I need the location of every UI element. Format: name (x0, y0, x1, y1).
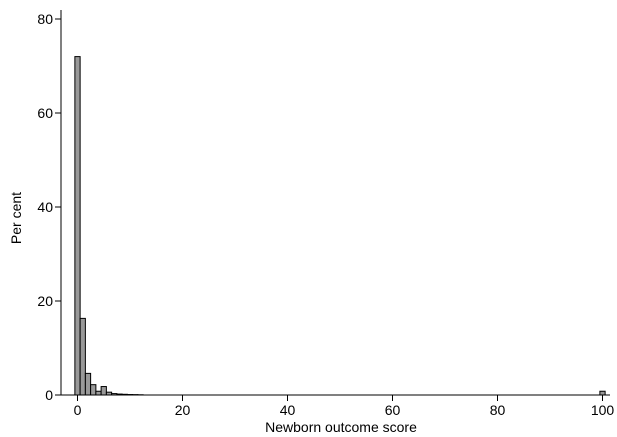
y-axis-title: Per cent (8, 192, 24, 244)
x-axis-ticks: 0 20 40 60 80 100 (74, 395, 615, 418)
y-tick-label: 0 (45, 387, 53, 403)
histogram-bar (84, 372, 92, 396)
y-tick-label: 40 (37, 199, 53, 215)
x-axis-title: Newborn outcome score (265, 419, 417, 435)
x-tick-label: 40 (280, 402, 296, 418)
histogram-bar (79, 317, 86, 396)
y-tick-label: 20 (37, 293, 53, 309)
x-tick-label: 20 (175, 402, 191, 418)
y-tick-label: 80 (37, 11, 53, 27)
y-tick-label: 60 (37, 105, 53, 121)
x-tick-label: 60 (385, 402, 401, 418)
histogram-bar (100, 386, 107, 396)
histogram-bar (90, 384, 97, 396)
x-tick-label: 100 (591, 402, 615, 418)
y-axis-ticks: 0 20 40 60 80 (37, 11, 61, 403)
x-tick-label: 80 (490, 402, 506, 418)
x-tick-label: 0 (74, 402, 82, 418)
histogram-bars (74, 56, 606, 396)
histogram-bar (95, 390, 102, 396)
histogram-bar (599, 390, 606, 396)
histogram-bar (74, 56, 81, 396)
